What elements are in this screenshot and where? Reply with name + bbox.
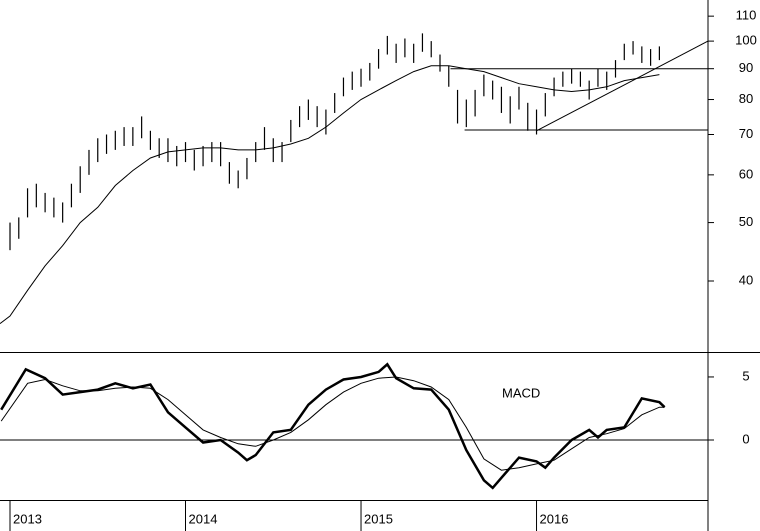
y-tick-label: 0	[742, 431, 749, 446]
trend-line	[536, 40, 709, 132]
macd-label: MACD	[502, 385, 540, 400]
x-tick-label: 2013	[13, 511, 42, 526]
x-tick-label: 2015	[364, 511, 393, 526]
y-tick-label: 70	[739, 126, 753, 141]
macd-line	[0, 376, 665, 471]
y-tick-label: 110	[736, 8, 757, 23]
y-tick-label: 90	[739, 60, 753, 75]
y-tick-label: 60	[739, 166, 753, 181]
y-tick-label: 40	[739, 272, 753, 287]
x-tick-label: 2016	[540, 511, 569, 526]
y-tick-label: 50	[739, 214, 753, 229]
y-tick-label: 5	[742, 368, 749, 383]
y-tick-label: 100	[735, 33, 757, 48]
x-tick-label: 2014	[189, 511, 218, 526]
y-tick-label: 80	[739, 91, 753, 106]
moving-average	[0, 65, 660, 324]
